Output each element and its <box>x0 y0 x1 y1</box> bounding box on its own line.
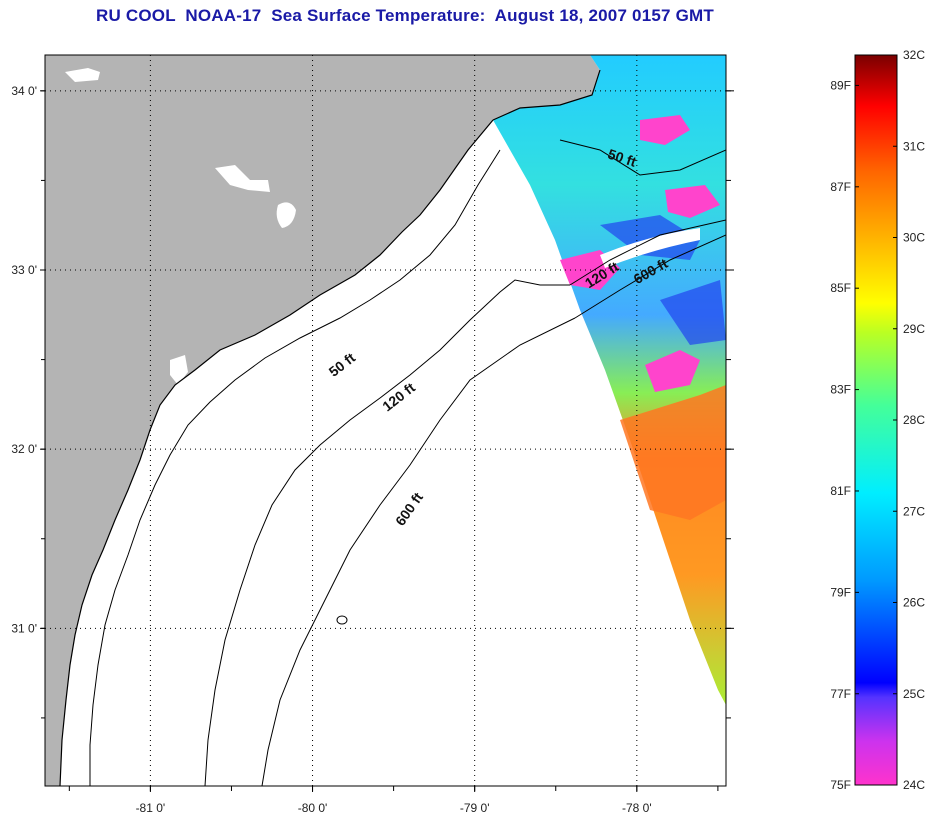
cloud-gap <box>600 228 700 268</box>
lat-tick-label: 32 0' <box>11 442 37 456</box>
map-border <box>44 54 727 787</box>
colorbar-label-f: 83F <box>830 383 851 397</box>
contour-120ft <box>204 279 570 786</box>
colorbar-label-c: 24C <box>903 778 925 792</box>
lat-tick-label: 34 0' <box>11 84 37 98</box>
colorbar-label-f: 75F <box>830 778 851 792</box>
sst-patch-cool <box>640 115 690 145</box>
colorbar-label-c: 25C <box>903 687 925 701</box>
colorbar-label-c: 31C <box>903 139 925 153</box>
colorbar-label-f: 85F <box>830 281 851 295</box>
sst-patch-cool <box>665 185 720 218</box>
map-axes: -81 0' -80 0' -79 0' -78 0' 34 0' 33 0' 32 0' 3… <box>11 84 734 815</box>
lon-tick-label: -80 0' <box>298 801 328 815</box>
coastline <box>59 69 601 786</box>
contour-seamount <box>336 615 348 625</box>
sst-patch-warm <box>620 385 726 520</box>
sst-patch-cool <box>645 350 700 392</box>
lon-tick-label: -81 0' <box>136 801 166 815</box>
graticule <box>45 55 726 786</box>
lon-tick-label: -79 0' <box>460 801 490 815</box>
colorbar-label-c: 27C <box>903 504 925 518</box>
contour-120ft <box>569 219 726 286</box>
sst-patch-blue <box>660 280 726 345</box>
colorbar-label-f: 79F <box>830 585 851 599</box>
map-title: RU COOL NOAA-17 Sea Surface Temperature:… <box>96 6 714 25</box>
lat-tick-label: 31 0' <box>11 621 37 635</box>
colorbar-label-f: 87F <box>830 180 851 194</box>
lake <box>65 68 100 82</box>
colorbar-labels: 32C 31C 30C 29C 28C 27C 26C 25C 24C 89F 87F 85F 83F 8… <box>830 48 925 792</box>
lon-tick-label: -78 0' <box>622 801 652 815</box>
land-area <box>45 55 600 786</box>
colorbar-label-f: 81F <box>830 484 851 498</box>
colorbar-label-f: 89F <box>830 78 851 92</box>
contour-50ft <box>559 139 726 176</box>
colorbar-label-c: 28C <box>903 413 925 427</box>
lat-tick-label: 33 0' <box>11 263 37 277</box>
sst-patch-blue <box>600 215 700 260</box>
contour-600ft <box>261 317 576 786</box>
lake <box>215 165 270 192</box>
colorbar-label-c: 29C <box>903 322 925 336</box>
colorbar-gradient <box>855 55 897 785</box>
colorbar-label-c: 32C <box>903 48 925 62</box>
lake <box>170 355 188 385</box>
sst-swath <box>493 55 726 705</box>
lake <box>276 202 296 228</box>
contour-600ft <box>574 234 726 319</box>
colorbar-label-c: 26C <box>903 596 925 610</box>
colorbar-label-f: 77F <box>830 687 851 701</box>
colorbar-label-c: 30C <box>903 231 925 245</box>
contour-50ft <box>89 149 501 786</box>
